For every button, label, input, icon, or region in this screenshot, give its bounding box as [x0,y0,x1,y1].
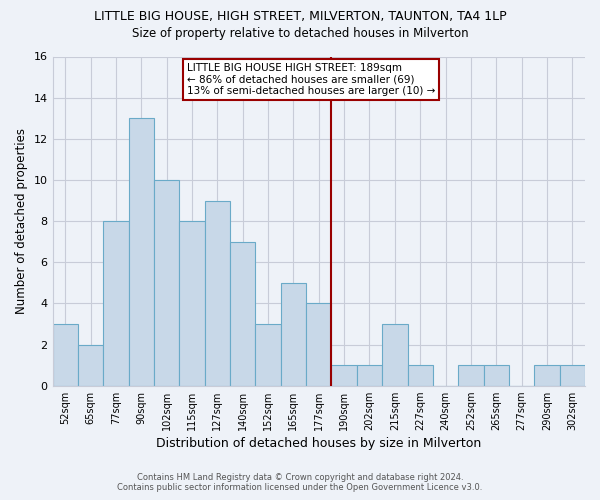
Bar [128,118,154,386]
Bar [103,221,128,386]
Bar [154,180,179,386]
Bar [382,324,407,386]
Bar [560,365,585,386]
Bar [458,365,484,386]
Bar [357,365,382,386]
Bar [256,324,281,386]
Bar [53,324,78,386]
Bar [306,304,331,386]
Bar [407,365,433,386]
Bar [331,365,357,386]
Text: LITTLE BIG HOUSE, HIGH STREET, MILVERTON, TAUNTON, TA4 1LP: LITTLE BIG HOUSE, HIGH STREET, MILVERTON… [94,10,506,23]
Bar [78,344,103,386]
Bar [179,221,205,386]
Text: LITTLE BIG HOUSE HIGH STREET: 189sqm
← 86% of detached houses are smaller (69)
1: LITTLE BIG HOUSE HIGH STREET: 189sqm ← 8… [187,62,435,96]
Y-axis label: Number of detached properties: Number of detached properties [15,128,28,314]
Bar [230,242,256,386]
Text: Size of property relative to detached houses in Milverton: Size of property relative to detached ho… [131,28,469,40]
Bar [205,200,230,386]
Text: Contains HM Land Registry data © Crown copyright and database right 2024.
Contai: Contains HM Land Registry data © Crown c… [118,473,482,492]
X-axis label: Distribution of detached houses by size in Milverton: Distribution of detached houses by size … [156,437,481,450]
Bar [484,365,509,386]
Bar [534,365,560,386]
Bar [281,283,306,386]
